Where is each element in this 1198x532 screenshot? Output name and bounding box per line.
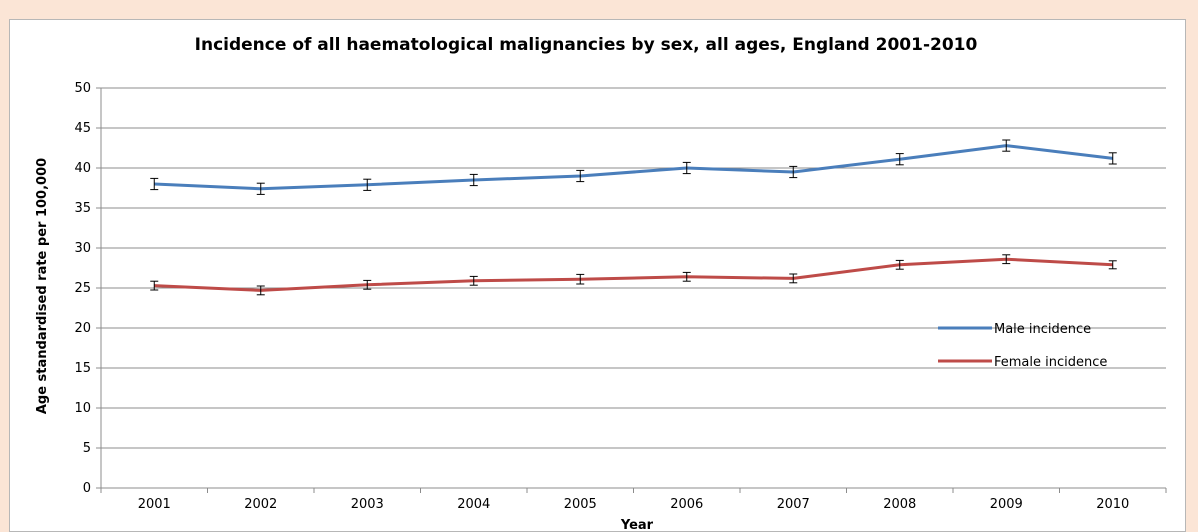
x-tick-label: 2006 xyxy=(670,497,703,512)
error-bar xyxy=(576,273,585,285)
legend-label-male: Male incidence xyxy=(994,322,1091,337)
y-tick-label: 25 xyxy=(74,281,91,296)
error-bar xyxy=(150,177,159,191)
y-axis-title: Age standardised rate per 100,000 xyxy=(35,158,50,414)
y-tick-label: 20 xyxy=(74,321,91,336)
x-tick-label: 2001 xyxy=(138,497,171,512)
chart-frame: Incidence of all haematological malignan… xyxy=(9,19,1186,532)
x-tick-label: 2010 xyxy=(1096,497,1129,512)
y-tick-label: 0 xyxy=(83,481,91,496)
x-tick-label: 2008 xyxy=(883,497,916,512)
y-tick-label: 50 xyxy=(74,81,91,96)
error-bar xyxy=(895,259,904,270)
error-bar xyxy=(1108,152,1117,165)
error-bar xyxy=(363,178,372,191)
y-tick-label: 15 xyxy=(74,361,91,376)
error-bar xyxy=(363,279,372,290)
x-tick-label: 2003 xyxy=(351,497,384,512)
error-bar xyxy=(469,275,478,286)
x-tick-label: 2005 xyxy=(564,497,597,512)
y-tick-label: 10 xyxy=(74,401,91,416)
y-tick-label: 35 xyxy=(74,201,91,216)
error-bar xyxy=(1108,260,1117,270)
error-bar xyxy=(789,165,798,179)
error-bar xyxy=(469,173,478,187)
chart-svg: Incidence of all haematological malignan… xyxy=(35,35,1167,531)
x-tick-label: 2004 xyxy=(457,497,490,512)
error-bar xyxy=(1002,139,1011,152)
chart-title: Incidence of all haematological malignan… xyxy=(195,35,978,55)
error-bar xyxy=(682,161,691,175)
error-bar xyxy=(789,273,798,284)
error-bar xyxy=(1002,254,1011,265)
error-bar xyxy=(256,182,265,195)
y-tick-label: 40 xyxy=(74,161,91,176)
error-bar xyxy=(895,153,904,166)
grid-layer xyxy=(101,87,1166,449)
x-axis-title: Year xyxy=(620,518,654,531)
error-bar xyxy=(256,285,265,296)
series-layer xyxy=(150,139,1117,296)
series-line-female xyxy=(154,257,1113,292)
x-tick-label: 2007 xyxy=(777,497,810,512)
error-bar xyxy=(150,280,159,291)
legend: Male incidence Female incidence xyxy=(938,322,1107,370)
x-tick-label: 2002 xyxy=(244,497,277,512)
legend-label-female: Female incidence xyxy=(994,355,1107,370)
y-tick-label: 45 xyxy=(74,121,91,136)
y-tick-label: 5 xyxy=(83,441,91,456)
x-tick-label: 2009 xyxy=(990,497,1023,512)
series-line-male xyxy=(154,144,1113,191)
error-bar xyxy=(682,271,691,282)
error-bar xyxy=(576,169,585,183)
axis-layer: 0 5 10 15 20 25 30 35 40 45 50 2001 2002 2003 2004 2005… xyxy=(74,81,1167,512)
y-tick-label: 30 xyxy=(74,241,91,256)
